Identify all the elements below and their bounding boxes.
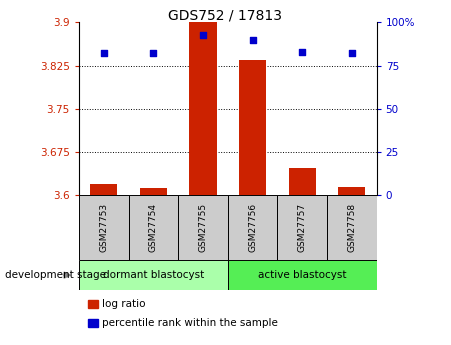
Text: dormant blastocyst: dormant blastocyst bbox=[103, 270, 204, 280]
Text: percentile rank within the sample: percentile rank within the sample bbox=[102, 318, 278, 328]
Bar bbox=[239, 60, 266, 195]
Bar bbox=[189, 22, 216, 195]
Point bbox=[150, 51, 157, 56]
FancyBboxPatch shape bbox=[228, 260, 377, 290]
Text: log ratio: log ratio bbox=[102, 299, 146, 309]
FancyBboxPatch shape bbox=[79, 260, 228, 290]
FancyBboxPatch shape bbox=[327, 195, 377, 260]
FancyBboxPatch shape bbox=[228, 195, 277, 260]
Point bbox=[299, 49, 306, 55]
FancyBboxPatch shape bbox=[129, 195, 178, 260]
Text: GSM27756: GSM27756 bbox=[248, 203, 257, 252]
FancyBboxPatch shape bbox=[178, 195, 228, 260]
Point bbox=[100, 51, 107, 56]
FancyBboxPatch shape bbox=[79, 195, 129, 260]
Point bbox=[199, 32, 207, 37]
Point bbox=[249, 37, 256, 42]
Bar bbox=[140, 188, 167, 195]
Text: active blastocyst: active blastocyst bbox=[258, 270, 346, 280]
Bar bbox=[289, 168, 316, 195]
Text: GSM27755: GSM27755 bbox=[198, 203, 207, 252]
Point bbox=[348, 51, 355, 56]
Text: GSM27754: GSM27754 bbox=[149, 203, 158, 252]
Text: GDS752 / 17813: GDS752 / 17813 bbox=[169, 9, 282, 23]
Text: GSM27757: GSM27757 bbox=[298, 203, 307, 252]
Text: development stage: development stage bbox=[5, 270, 106, 280]
Bar bbox=[338, 187, 365, 195]
Text: GSM27758: GSM27758 bbox=[347, 203, 356, 252]
Text: GSM27753: GSM27753 bbox=[99, 203, 108, 252]
Bar bbox=[90, 184, 117, 195]
FancyBboxPatch shape bbox=[277, 195, 327, 260]
